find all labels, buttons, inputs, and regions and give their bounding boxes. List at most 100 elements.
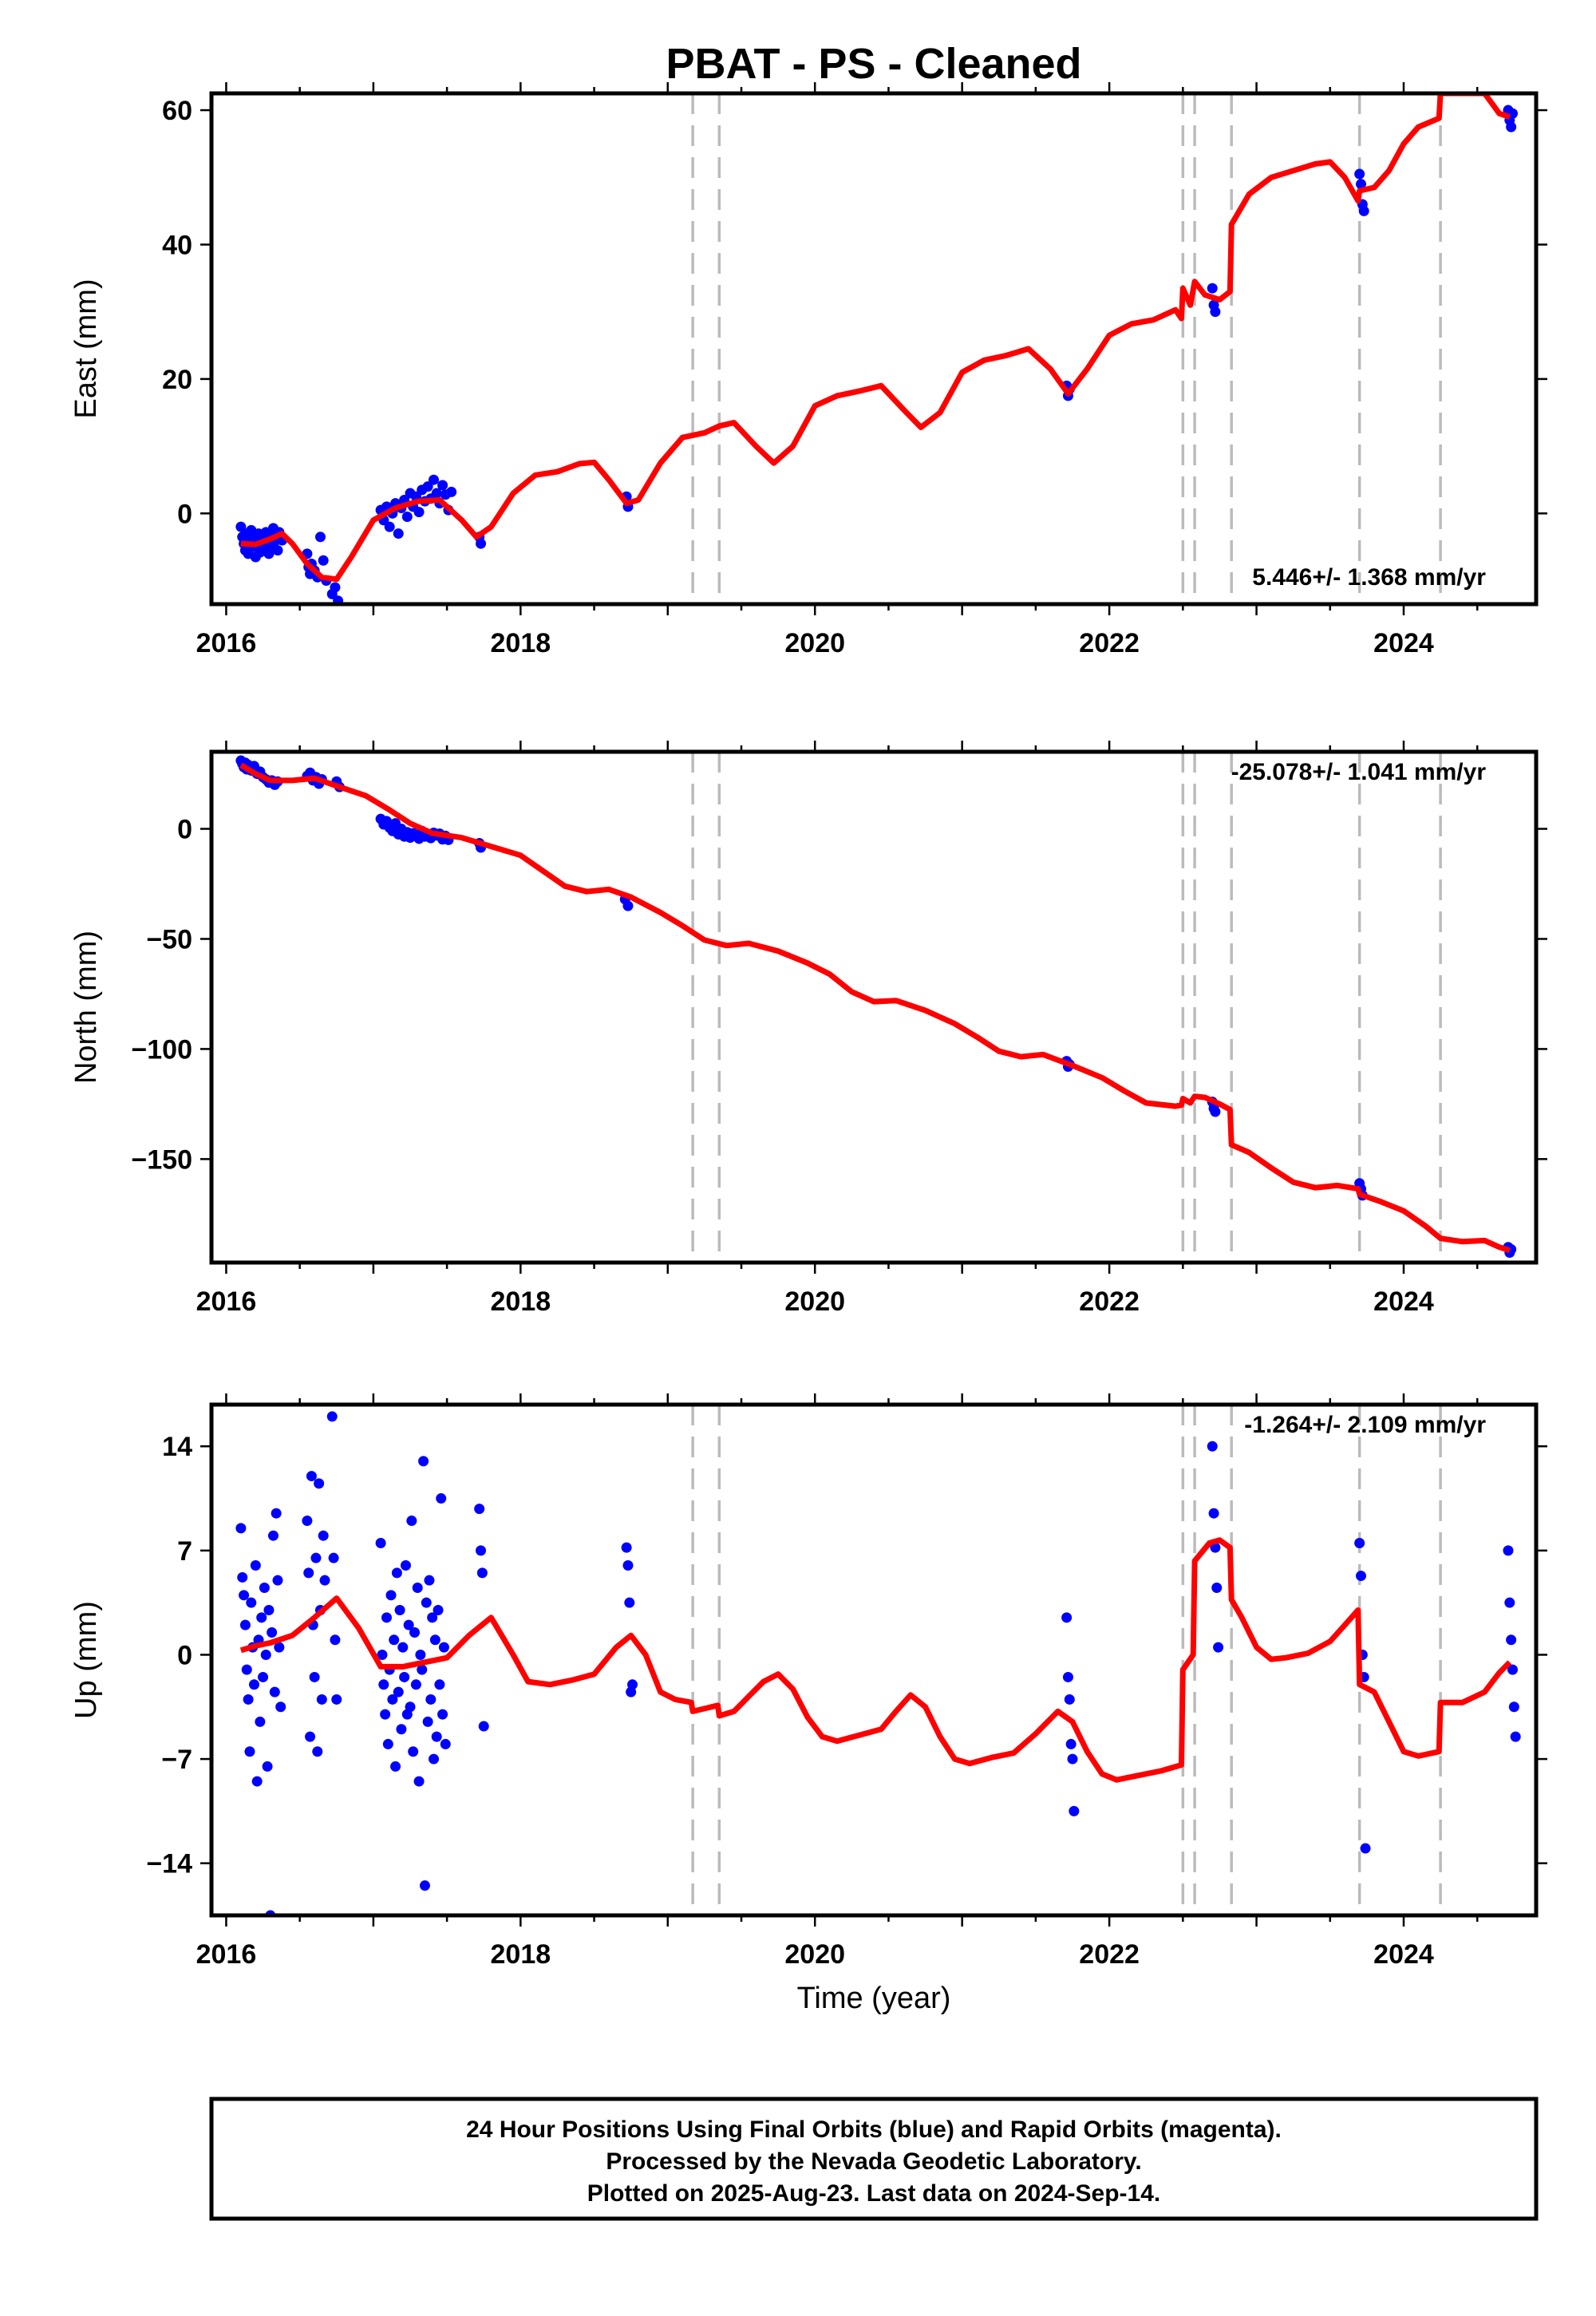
up-data-point xyxy=(239,1590,250,1601)
up-data-point xyxy=(382,1738,393,1749)
up-data-point xyxy=(326,1411,338,1422)
east-data-point xyxy=(1507,108,1518,119)
up-data-point xyxy=(1065,1738,1077,1749)
east-y-axis-label: East (mm) xyxy=(69,279,103,418)
up-plot-area xyxy=(211,1405,1536,1915)
up-data-point xyxy=(390,1761,401,1772)
up-data-point xyxy=(255,1716,266,1727)
east-y-tick-label: 20 xyxy=(162,365,192,395)
up-x-tick-label: 2020 xyxy=(784,1939,845,1970)
footer-line-3: Plotted on 2025-Aug-23. Last data on 202… xyxy=(587,2180,1161,2207)
up-data-point xyxy=(476,1567,488,1579)
up-data-point xyxy=(237,1571,248,1583)
north-x-tick-label: 2020 xyxy=(784,1286,845,1317)
east-x-tick-label: 2016 xyxy=(196,628,257,658)
up-data-point xyxy=(1504,1597,1515,1608)
east-x-tick-label: 2020 xyxy=(784,628,845,658)
east-data-point xyxy=(476,538,487,549)
up-data-point xyxy=(415,1649,426,1660)
up-data-point xyxy=(394,1604,405,1615)
up-data-point xyxy=(400,1560,411,1571)
up-model-line xyxy=(239,1537,1512,1783)
north-x-tick-label: 2022 xyxy=(1079,1286,1140,1317)
up-data-point xyxy=(1067,1753,1078,1765)
up-data-point xyxy=(303,1567,314,1579)
up-data-point xyxy=(436,1493,447,1504)
up-data-point xyxy=(246,1597,257,1608)
up-data-point xyxy=(275,1701,286,1713)
up-data-point xyxy=(476,1545,487,1556)
up-data-point xyxy=(331,1694,342,1705)
up-data-point xyxy=(318,1530,329,1541)
east-plot-area xyxy=(211,93,1536,604)
up-data-point xyxy=(310,1552,322,1563)
up-data-point xyxy=(627,1679,638,1690)
up-data-point xyxy=(1207,1441,1218,1452)
up-data-point xyxy=(433,1604,444,1615)
north-model-line xyxy=(239,762,1511,1254)
up-data-point xyxy=(380,1709,391,1720)
up-data-point xyxy=(258,1671,269,1682)
east-data-point xyxy=(431,488,442,499)
up-data-point xyxy=(1503,1545,1514,1556)
north-frame xyxy=(209,749,1539,1265)
up-data-point xyxy=(1069,1805,1080,1816)
up-data-point xyxy=(244,1746,255,1757)
up-data-point xyxy=(306,1471,317,1482)
x-axis-label: Time (year) xyxy=(797,1982,951,2015)
up-data-point xyxy=(413,1776,425,1787)
east-y-tick-label: 60 xyxy=(162,96,192,126)
up-data-point xyxy=(377,1649,388,1660)
up-data-point xyxy=(319,1575,330,1586)
up-y-tick-label: 14 xyxy=(162,1432,192,1462)
east-data-point xyxy=(1210,306,1221,318)
up-data-point xyxy=(235,1523,247,1534)
up-data-point xyxy=(1213,1642,1224,1653)
up-data-point xyxy=(269,1686,280,1697)
up-data-point xyxy=(427,1612,438,1623)
up-frame xyxy=(209,1402,1539,1918)
up-data-point xyxy=(267,1626,278,1638)
up-data-point xyxy=(239,1619,251,1630)
up-data-point xyxy=(474,1504,485,1515)
east-data-point xyxy=(272,545,283,556)
east-data-point xyxy=(1354,168,1365,180)
footer-box xyxy=(209,2097,1539,2221)
north-y-tick-label: −150 xyxy=(131,1144,192,1175)
up-data-point xyxy=(243,1694,254,1705)
up-data-point xyxy=(389,1634,400,1646)
up-data-point xyxy=(314,1478,325,1489)
up-data-point xyxy=(429,1634,440,1646)
up-data-point xyxy=(305,1731,316,1742)
up-data-point xyxy=(1354,1538,1365,1549)
up-data-point xyxy=(272,1575,283,1586)
up-data-point xyxy=(309,1671,320,1682)
up-data-point xyxy=(409,1626,421,1638)
up-y-tick-label: −7 xyxy=(161,1745,192,1775)
east-data-point xyxy=(1506,121,1517,132)
up-x-tick-label: 2016 xyxy=(196,1939,257,1970)
up-data-point xyxy=(259,1583,270,1594)
east-x-tick-label: 2024 xyxy=(1373,628,1434,658)
up-data-point xyxy=(405,1701,416,1713)
up-data-point xyxy=(437,1709,448,1720)
up-data-point xyxy=(274,1642,285,1653)
east-x-tick-label: 2018 xyxy=(491,628,551,658)
up-data-point xyxy=(478,1721,489,1732)
up-data-point xyxy=(248,1679,259,1690)
east-x-tick-label: 2022 xyxy=(1079,628,1140,658)
up-y-tick-label: −14 xyxy=(146,1849,192,1879)
up-data-point xyxy=(1507,1664,1518,1675)
up-data-point xyxy=(251,1776,263,1787)
up-data-point xyxy=(393,1686,404,1697)
east-y-tick-label: 0 xyxy=(177,499,192,529)
up-data-point xyxy=(431,1731,442,1742)
up-data-point xyxy=(622,1560,634,1571)
up-data-point xyxy=(419,1880,430,1891)
up-data-point xyxy=(1064,1694,1075,1705)
east-data-point xyxy=(446,486,457,497)
up-data-point xyxy=(621,1542,632,1553)
up-data-point xyxy=(1062,1671,1073,1682)
east-y-tick-label: 40 xyxy=(162,230,192,260)
